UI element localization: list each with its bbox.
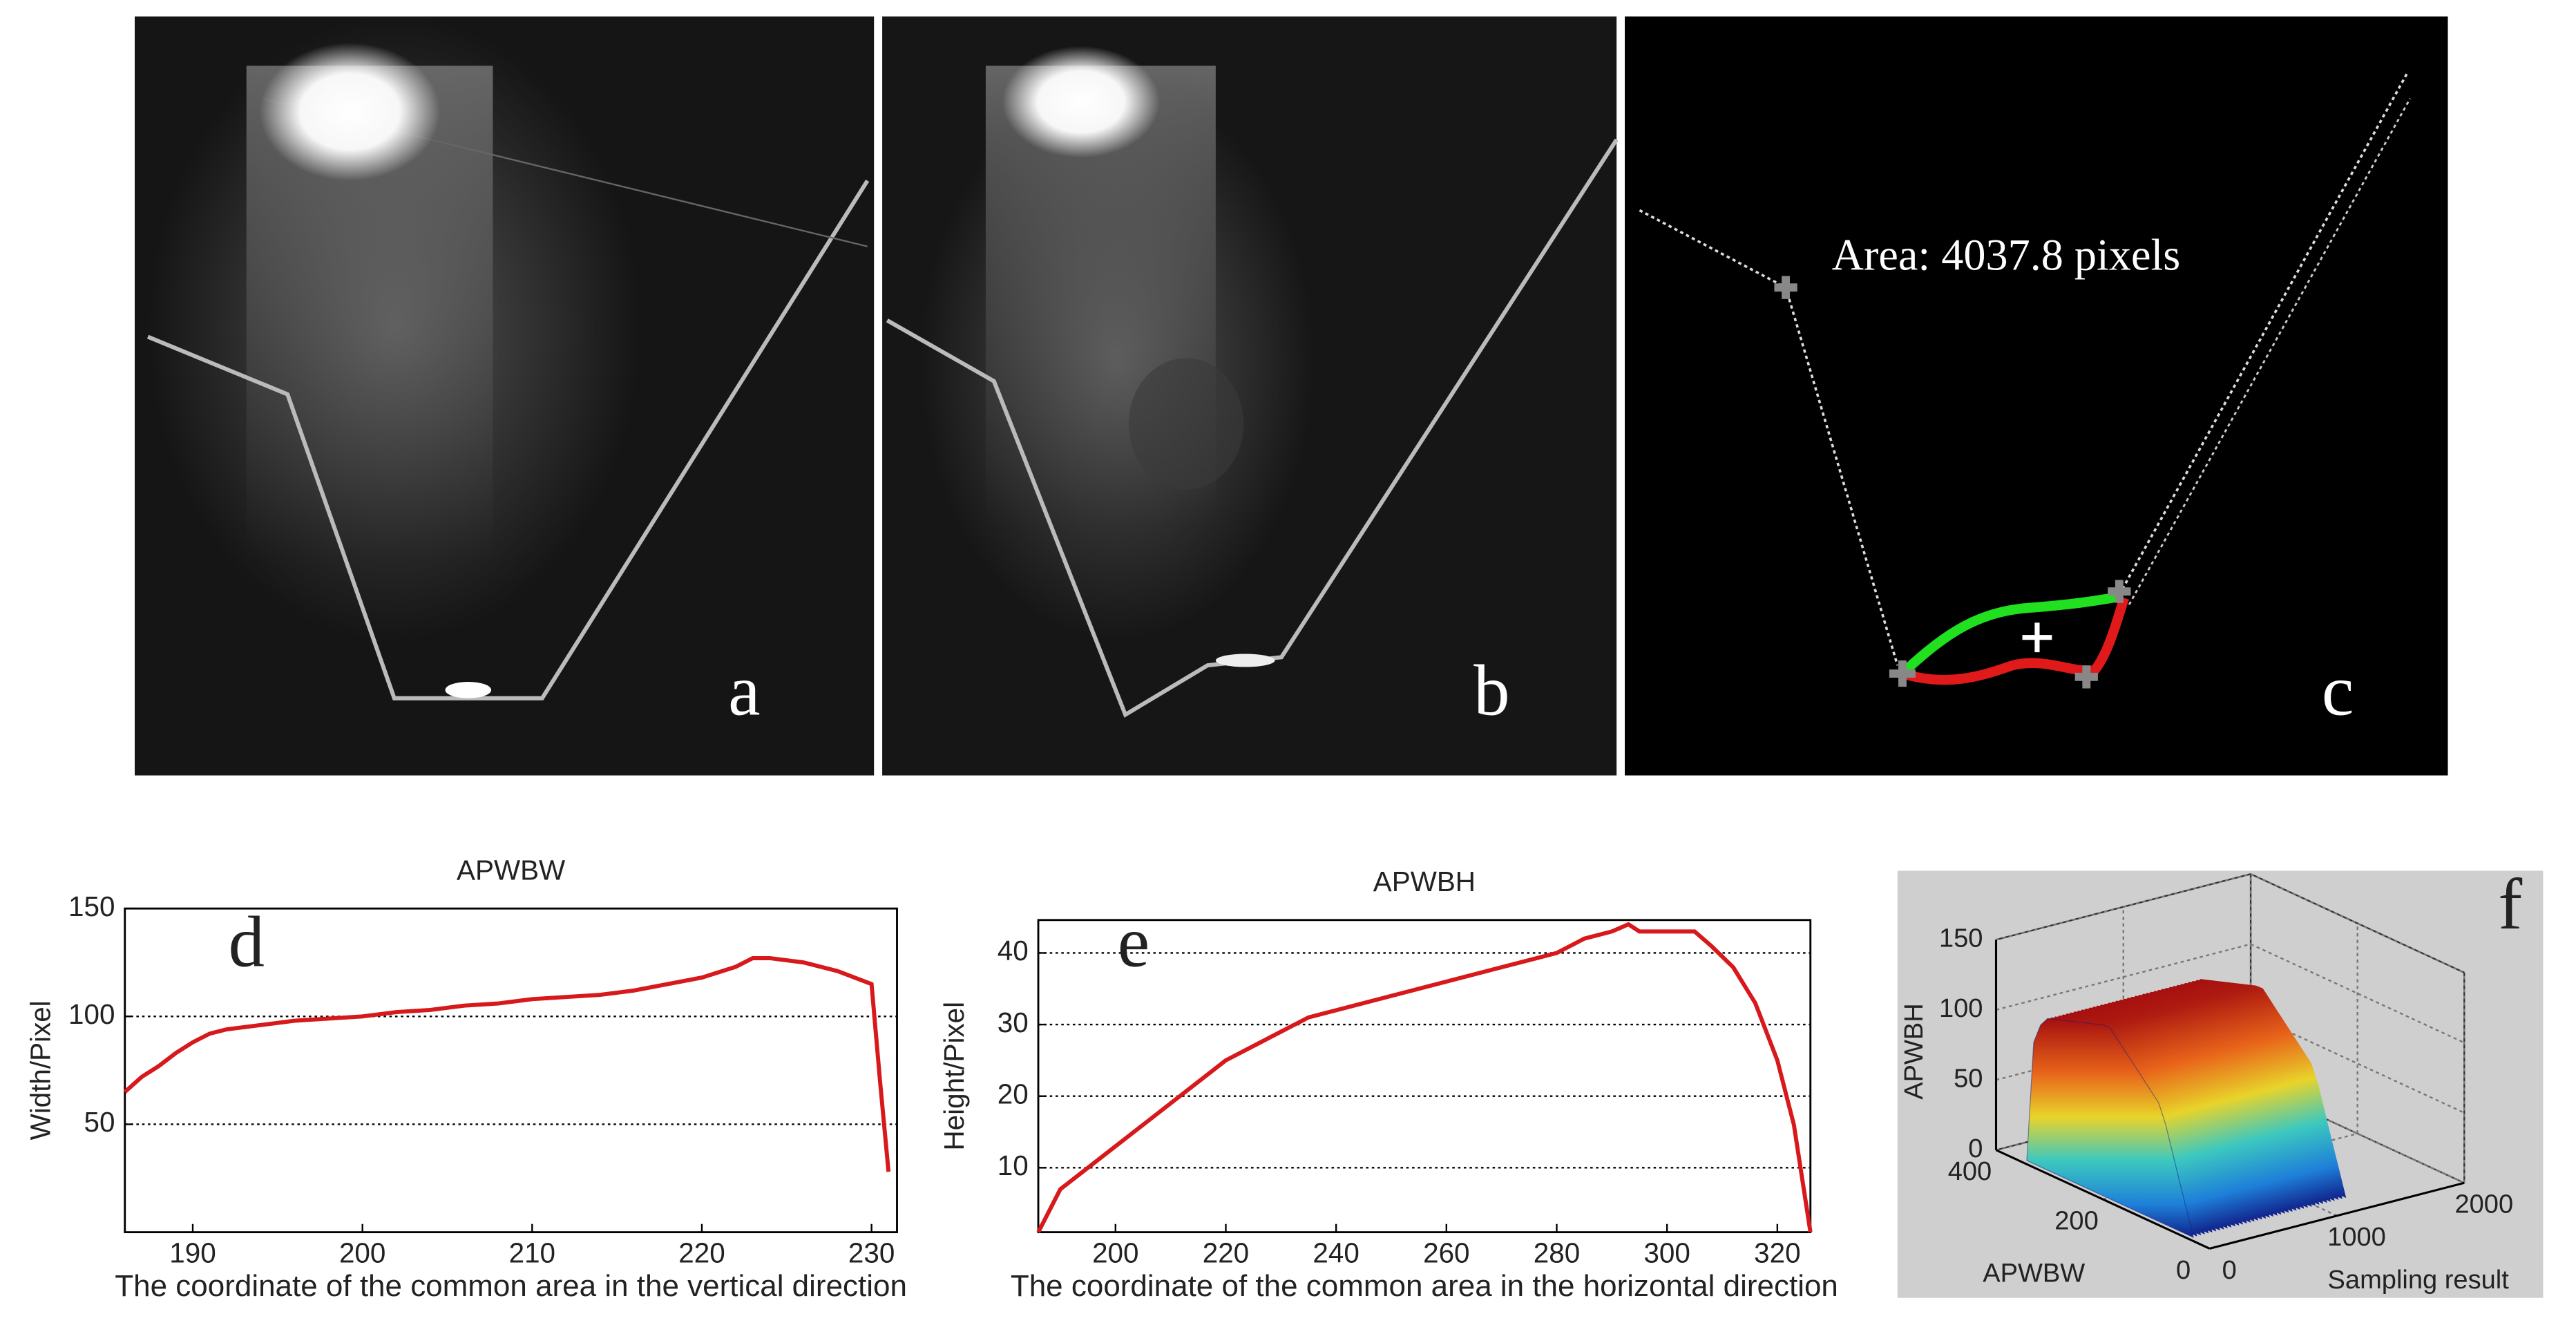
panel-label: e (1118, 902, 1149, 982)
photo-b: b (882, 16, 1619, 776)
x-tick-label: 230 (848, 1237, 895, 1269)
x-tick-label: 240 (1313, 1237, 1359, 1269)
z-tick-label: 50 (1954, 1064, 1983, 1093)
x-tick-label: 220 (678, 1237, 725, 1269)
axis-box (2250, 873, 2465, 973)
chart-title: APWBW (457, 854, 565, 886)
data-line (1036, 922, 1813, 1233)
plot-area (124, 907, 898, 1234)
x-axis-label: The coordinate of the common area in the… (1011, 1269, 1838, 1303)
y-tick-label: 150 (68, 890, 115, 922)
y-axis-label: APWBW (1983, 1259, 2085, 1288)
x-axis-label: Sampling result (2328, 1266, 2510, 1295)
panel-label: f (2498, 864, 2522, 944)
x-axis-label: The coordinate of the common area in the… (115, 1269, 907, 1303)
data-line (123, 956, 891, 1172)
z-tick-label: 150 (1939, 924, 1983, 953)
y-tick-label: 40 (998, 935, 1029, 966)
x-tick-label: 200 (1092, 1237, 1138, 1269)
y-tick-label: 400 (1948, 1157, 1992, 1186)
x-tick-label: 200 (339, 1237, 385, 1269)
y-tick-label: 10 (998, 1150, 1029, 1181)
x-tick-label: 220 (1203, 1237, 1249, 1269)
surface-strip (2026, 1018, 2194, 1239)
y-tick-label: 30 (998, 1007, 1029, 1038)
plot-area (1037, 919, 1812, 1234)
y-tick-label: 50 (84, 1106, 115, 1138)
chart-title: APWBH (1373, 866, 1476, 897)
x-tick-label: 190 (169, 1237, 216, 1269)
x-tick-label: 320 (1754, 1237, 1800, 1269)
marker (1774, 276, 2131, 689)
z-tick-label: 0 (1968, 1134, 1983, 1163)
x-tick-label: 300 (1643, 1237, 1690, 1269)
x-tick-label: 1000 (2327, 1223, 2386, 1252)
x-tick-label: 280 (1534, 1237, 1580, 1269)
z-axis-label: APWBH (1900, 1003, 1929, 1100)
axis-line (2209, 1181, 2465, 1250)
panel-label: b (1473, 651, 1509, 731)
photo-a: a (135, 16, 875, 776)
y-tick-label: 20 (998, 1078, 1029, 1109)
y-tick-label: 100 (68, 998, 115, 1030)
y-axis-label: Width/Pixel (25, 1000, 57, 1140)
x-tick-label: 0 (2222, 1256, 2237, 1285)
x-tick-label: 260 (1423, 1237, 1469, 1269)
annotation: Area: 4037.8 pixels (1832, 230, 2181, 279)
panel-label: a (728, 651, 760, 731)
grid-line (1996, 873, 2251, 941)
axis-line (1995, 1149, 2211, 1250)
x-tick-label: 2000 (2454, 1190, 2513, 1219)
y-tick-label: 0 (2176, 1256, 2191, 1285)
panel-label: c (2322, 651, 2354, 731)
y-axis-label: Height/Pixel (938, 1002, 970, 1151)
y-tick-label: 200 (2054, 1206, 2098, 1235)
panel-label: d (229, 902, 265, 982)
z-tick-label: 100 (1939, 994, 1983, 1023)
x-tick-label: 210 (509, 1237, 555, 1269)
photo-c: Area: 4037.8 pixels c (1625, 16, 2448, 776)
